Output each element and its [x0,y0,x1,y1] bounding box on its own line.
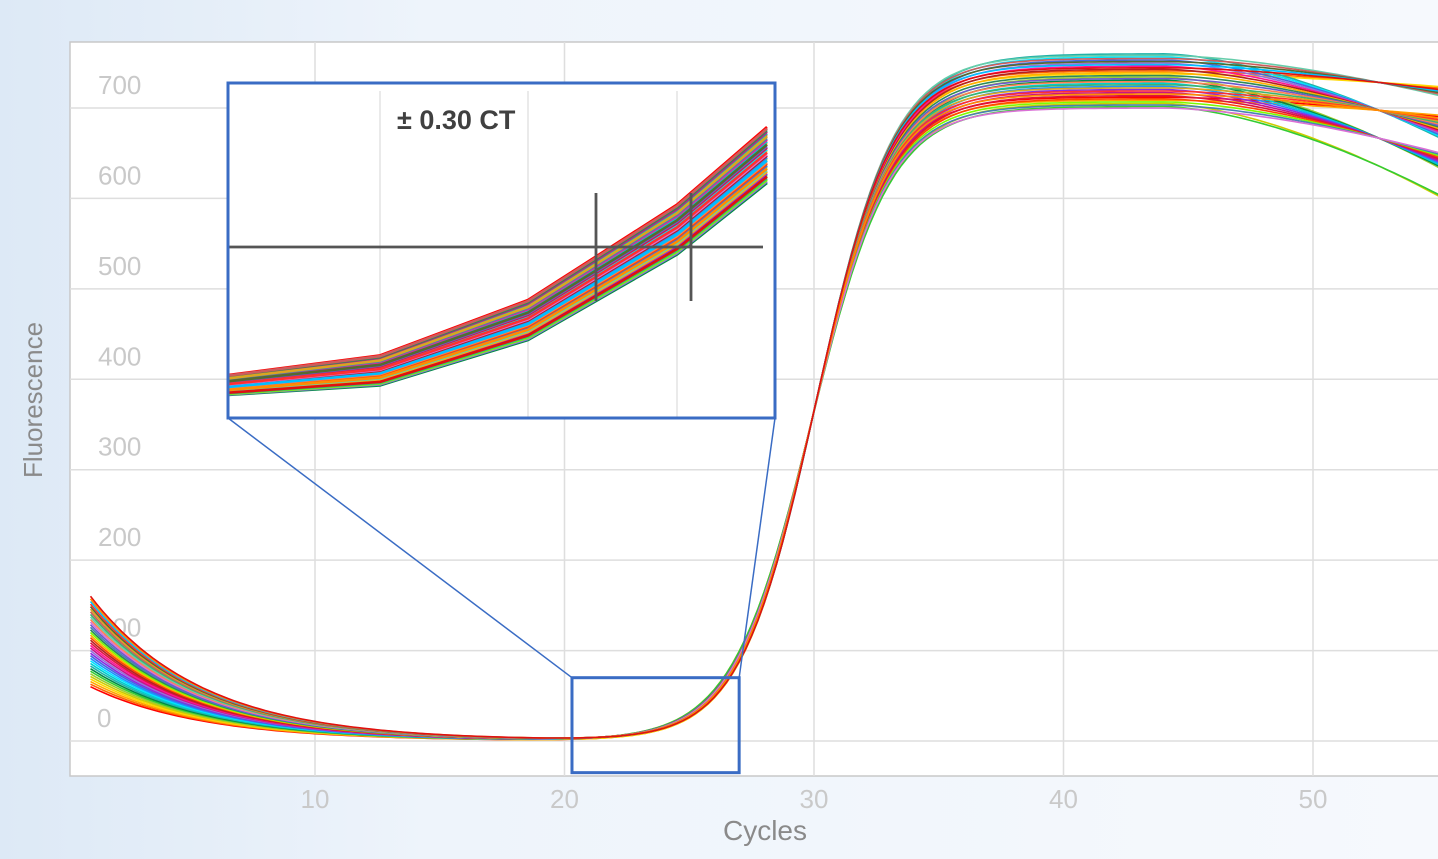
y-tick-label: 700 [98,70,141,100]
inset-curve [227,143,768,383]
x-tick-label: 50 [1299,784,1328,814]
y-tick-label: 600 [98,160,141,190]
y-axis-label: Fluorescence [18,322,48,478]
amplification-curves [89,52,1438,741]
y-tick-label: 0 [97,703,111,733]
x-tick-label: 40 [1049,784,1078,814]
inset-panel: ± 0.30 CT [226,81,777,420]
zoom-indicator [227,417,776,775]
inset-curve [227,135,768,380]
zoom-region-box [570,676,741,775]
amplification-curve [89,66,1438,739]
zoom-connector-line [738,417,776,678]
x-tick-label: 20 [550,784,579,814]
y-tick-label: 400 [98,341,141,371]
inset-curve [227,175,768,394]
inset-curve [227,127,768,377]
y-tick-label: 200 [98,522,141,552]
inset-border [226,81,777,420]
zoom-connector-line [227,417,573,679]
inset-curve [227,167,768,392]
y-tick-label: 500 [98,251,141,281]
inset-curve [227,159,768,389]
ct-annotation: ± 0.30 CT [397,105,516,135]
x-tick-label: 10 [301,784,330,814]
y-tick-label: 300 [98,432,141,462]
x-tick-label: 30 [800,784,829,814]
x-axis-label: Cycles [723,815,807,846]
inset-curve [227,151,768,386]
